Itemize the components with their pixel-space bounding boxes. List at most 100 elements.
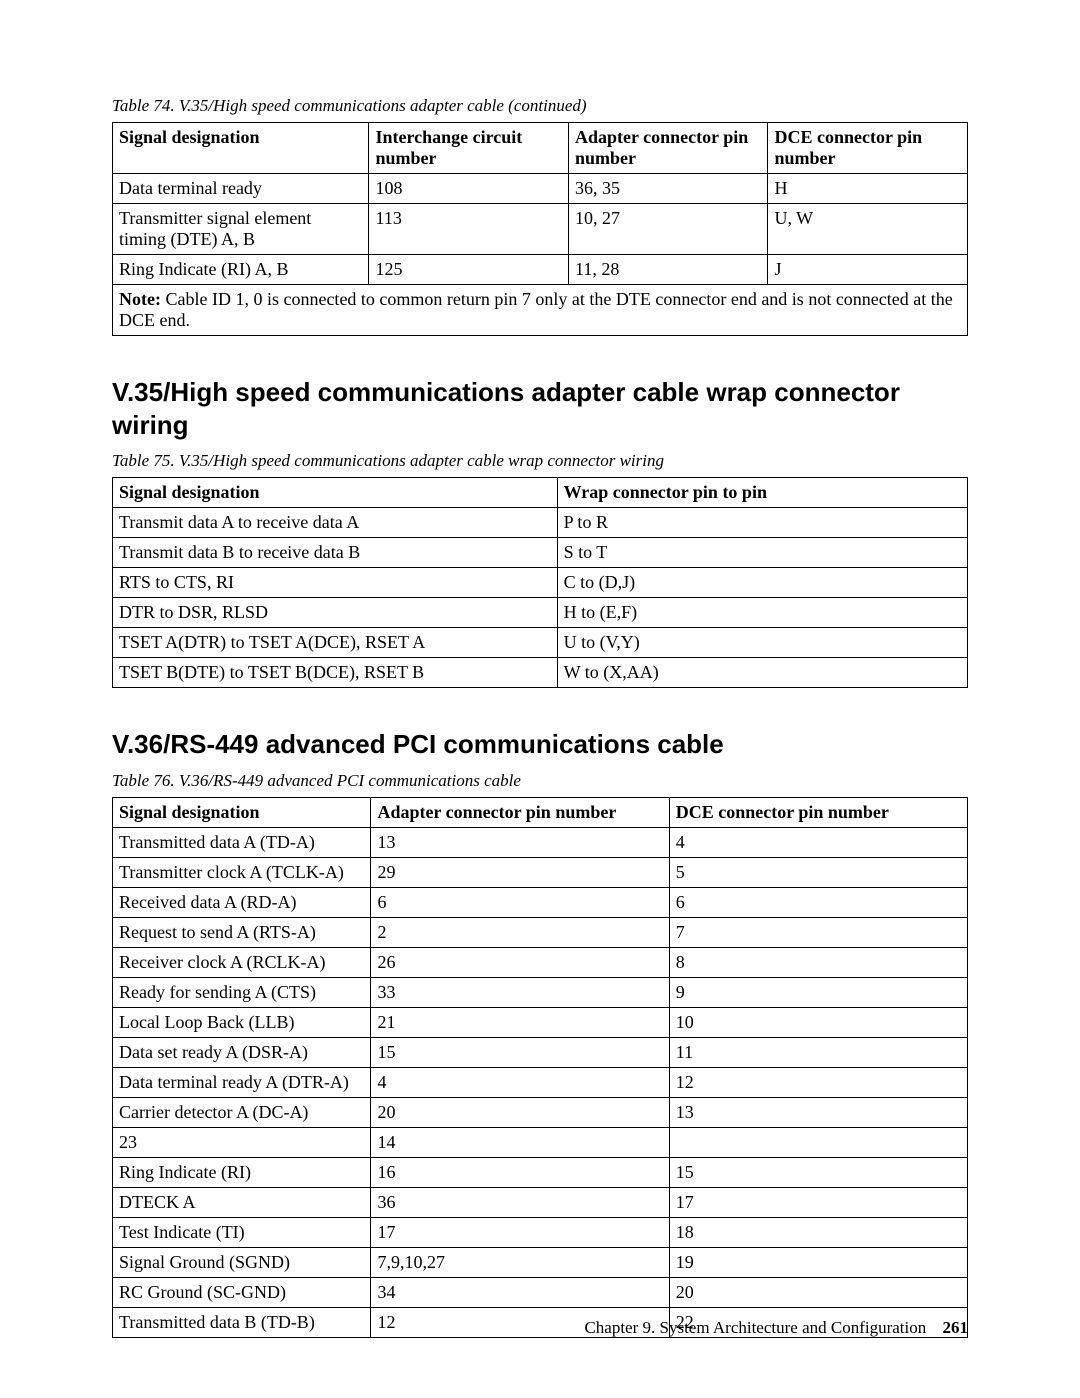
cell: 17 bbox=[371, 1217, 669, 1247]
note-label: Note: bbox=[119, 289, 161, 309]
cell: 6 bbox=[371, 887, 669, 917]
table76-caption: Table 76. V.36/RS-449 advanced PCI commu… bbox=[112, 771, 968, 791]
cell: Transmitted data A (TD-A) bbox=[113, 827, 371, 857]
table-row: Data set ready A (DSR-A)1511 bbox=[113, 1037, 968, 1067]
cell: Transmitter clock A (TCLK-A) bbox=[113, 857, 371, 887]
cell: 29 bbox=[371, 857, 669, 887]
table-row: Data terminal ready 108 36, 35 H bbox=[113, 174, 968, 204]
table75: Signal designation Wrap connector pin to… bbox=[112, 477, 968, 688]
cell: RC Ground (SC-GND) bbox=[113, 1277, 371, 1307]
cell: Data set ready A (DSR-A) bbox=[113, 1037, 371, 1067]
table74-header-row: Signal designation Interchange circuit n… bbox=[113, 123, 968, 174]
cell: Transmit data B to receive data B bbox=[113, 538, 558, 568]
cell: U to (V,Y) bbox=[557, 628, 967, 658]
cell: 34 bbox=[371, 1277, 669, 1307]
cell: 11 bbox=[669, 1037, 967, 1067]
cell: Data terminal ready bbox=[113, 174, 369, 204]
cell: Ring Indicate (RI) A, B bbox=[113, 255, 369, 285]
cell: Data terminal ready A (DTR-A) bbox=[113, 1067, 371, 1097]
table-row: DTR to DSR, RLSDH to (E,F) bbox=[113, 598, 968, 628]
table-row: Ring Indicate (RI)1615 bbox=[113, 1157, 968, 1187]
cell: 113 bbox=[369, 204, 569, 255]
table76-h2: Adapter connector pin number bbox=[371, 797, 669, 827]
cell: RTS to CTS, RI bbox=[113, 568, 558, 598]
table-row: Local Loop Back (LLB)2110 bbox=[113, 1007, 968, 1037]
cell: H to (E,F) bbox=[557, 598, 967, 628]
cell: Transmitter signal element timing (DTE) … bbox=[113, 204, 369, 255]
table-row: Signal Ground (SGND)7,9,10,2719 bbox=[113, 1247, 968, 1277]
table75-header-row: Signal designation Wrap connector pin to… bbox=[113, 478, 968, 508]
cell: 6 bbox=[669, 887, 967, 917]
cell: U, W bbox=[768, 204, 968, 255]
table-row: Transmitter signal element timing (DTE) … bbox=[113, 204, 968, 255]
cell: 7 bbox=[669, 917, 967, 947]
table74-note-cell: Note: Cable ID 1, 0 is connected to comm… bbox=[113, 285, 968, 336]
cell: Received data A (RD-A) bbox=[113, 887, 371, 917]
table74: Signal designation Interchange circuit n… bbox=[112, 122, 968, 336]
table74-h1: Signal designation bbox=[113, 123, 369, 174]
cell: P to R bbox=[557, 508, 967, 538]
table76-header-row: Signal designation Adapter connector pin… bbox=[113, 797, 968, 827]
table-row: Receiver clock A (RCLK-A)268 bbox=[113, 947, 968, 977]
cell: 4 bbox=[371, 1067, 669, 1097]
cell: 9 bbox=[669, 977, 967, 1007]
cell: 2 bbox=[371, 917, 669, 947]
footer-chapter: Chapter 9. System Architecture and Confi… bbox=[584, 1318, 926, 1337]
cell: 14 bbox=[371, 1127, 669, 1157]
table74-note-row: Note: Cable ID 1, 0 is connected to comm… bbox=[113, 285, 968, 336]
table74-caption: Table 74. V.35/High speed communications… bbox=[112, 96, 968, 116]
table-row: Ring Indicate (RI) A, B 125 11, 28 J bbox=[113, 255, 968, 285]
cell: 26 bbox=[371, 947, 669, 977]
table-row: Transmitted data A (TD-A)134 bbox=[113, 827, 968, 857]
table-row: Received data A (RD-A)66 bbox=[113, 887, 968, 917]
table-row: Ready for sending A (CTS)339 bbox=[113, 977, 968, 1007]
footer-page-number: 261 bbox=[943, 1318, 969, 1337]
cell: 8 bbox=[669, 947, 967, 977]
cell: Ready for sending A (CTS) bbox=[113, 977, 371, 1007]
table-row: Transmit data A to receive data AP to R bbox=[113, 508, 968, 538]
cell: Request to send A (RTS-A) bbox=[113, 917, 371, 947]
table-row: Data terminal ready A (DTR-A)412 bbox=[113, 1067, 968, 1097]
cell bbox=[669, 1127, 967, 1157]
note-text: Cable ID 1, 0 is connected to common ret… bbox=[119, 289, 953, 330]
cell: TSET B(DTE) to TSET B(DCE), RSET B bbox=[113, 658, 558, 688]
cell: 36, 35 bbox=[568, 174, 768, 204]
table75-caption: Table 75. V.35/High speed communications… bbox=[112, 451, 968, 471]
cell: 15 bbox=[371, 1037, 669, 1067]
table74-h4: DCE connector pin number bbox=[768, 123, 968, 174]
cell: 17 bbox=[669, 1187, 967, 1217]
cell: 13 bbox=[669, 1097, 967, 1127]
table-row: Transmit data B to receive data BS to T bbox=[113, 538, 968, 568]
table-row: Test Indicate (TI)1718 bbox=[113, 1217, 968, 1247]
section75-heading: V.35/High speed communications adapter c… bbox=[112, 376, 968, 441]
table76: Signal designation Adapter connector pin… bbox=[112, 797, 968, 1338]
cell: 16 bbox=[371, 1157, 669, 1187]
cell: Signal Ground (SGND) bbox=[113, 1247, 371, 1277]
cell: Test Indicate (TI) bbox=[113, 1217, 371, 1247]
cell: Local Loop Back (LLB) bbox=[113, 1007, 371, 1037]
cell: 20 bbox=[371, 1097, 669, 1127]
cell: Transmitted data B (TD-B) bbox=[113, 1307, 371, 1337]
cell: TSET A(DTR) to TSET A(DCE), RSET A bbox=[113, 628, 558, 658]
cell: 20 bbox=[669, 1277, 967, 1307]
cell: Ring Indicate (RI) bbox=[113, 1157, 371, 1187]
table76-h1: Signal designation bbox=[113, 797, 371, 827]
table-row: RC Ground (SC-GND)3420 bbox=[113, 1277, 968, 1307]
cell: W to (X,AA) bbox=[557, 658, 967, 688]
cell: 36 bbox=[371, 1187, 669, 1217]
table-row: TSET B(DTE) to TSET B(DCE), RSET BW to (… bbox=[113, 658, 968, 688]
cell: 12 bbox=[669, 1067, 967, 1097]
table74-h2: Interchange circuit number bbox=[369, 123, 569, 174]
page-footer: Chapter 9. System Architecture and Confi… bbox=[584, 1318, 968, 1338]
cell: S to T bbox=[557, 538, 967, 568]
table75-h2: Wrap connector pin to pin bbox=[557, 478, 967, 508]
table-row: Transmitter clock A (TCLK-A)295 bbox=[113, 857, 968, 887]
cell: 5 bbox=[669, 857, 967, 887]
cell: 4 bbox=[669, 827, 967, 857]
cell: 108 bbox=[369, 174, 569, 204]
cell: DTR to DSR, RLSD bbox=[113, 598, 558, 628]
table-row: DTECK A3617 bbox=[113, 1187, 968, 1217]
section76-heading: V.36/RS-449 advanced PCI communications … bbox=[112, 728, 968, 761]
table74-h3: Adapter connector pin number bbox=[568, 123, 768, 174]
cell: 125 bbox=[369, 255, 569, 285]
